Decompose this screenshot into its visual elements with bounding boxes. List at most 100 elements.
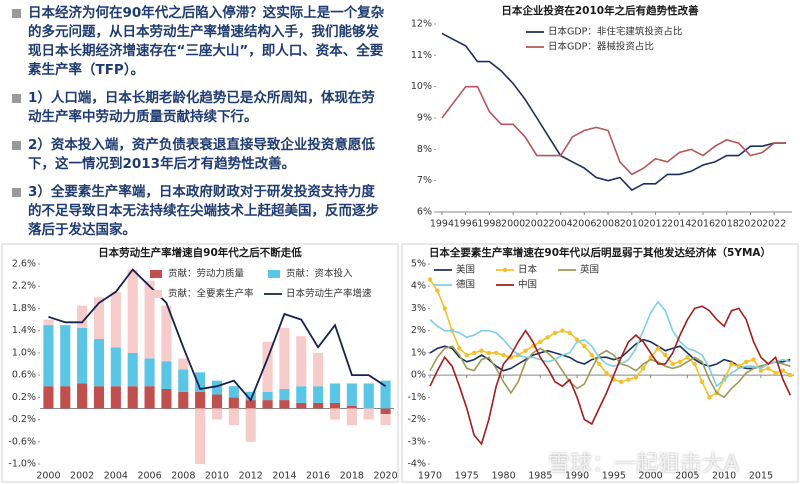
bar-segment xyxy=(329,402,341,409)
bar-segment xyxy=(279,389,290,401)
chart: 日本全要素生产率增速在90年代以后明显弱于其他发达经济体（5YMA） -4% -3%… xyxy=(401,243,799,483)
chart-title: 日本企业投资在2010年之后有趋势性改善 xyxy=(501,4,699,17)
x-tick-label: 2012 xyxy=(643,219,667,230)
bar-segment xyxy=(346,408,357,426)
series-line xyxy=(429,300,791,388)
bar-segment xyxy=(195,408,206,464)
x-tick-label: 2000 xyxy=(36,471,60,482)
chart-title: 日本劳动生产率增速自90年代之后不断走低 xyxy=(98,246,302,259)
y-tick-label: 4% xyxy=(411,281,426,292)
y-tick-label: -1.0% xyxy=(8,459,36,470)
legend-label: 英国 xyxy=(580,264,599,276)
series-line xyxy=(429,279,791,399)
y-tick-label: 1.4% xyxy=(12,325,36,336)
bar-segment xyxy=(77,327,88,384)
y-tick-label: 12% xyxy=(411,19,432,30)
x-tick-label: 2010 xyxy=(205,471,229,482)
y-tick-label: 1.8% xyxy=(12,303,36,314)
legend-swatch xyxy=(268,270,280,278)
bar-segment xyxy=(93,297,105,339)
point xyxy=(699,379,705,384)
y-tick-label: 0.2% xyxy=(12,392,36,403)
y-tick-label: 9% xyxy=(417,113,432,124)
bar-segment xyxy=(245,400,256,409)
bar-segment xyxy=(211,380,223,395)
point xyxy=(655,346,661,351)
legend-label: 日本 xyxy=(518,264,538,276)
bar-segment xyxy=(43,319,54,326)
legend-label: 日本劳动生产率增速 xyxy=(286,288,372,300)
bar-segment xyxy=(178,369,189,392)
legend-label: 贡献：劳动力质量 xyxy=(168,268,245,280)
bar-segment xyxy=(262,391,273,401)
bar-segment xyxy=(77,383,88,409)
bar-segment xyxy=(380,380,391,409)
bar-segment xyxy=(363,383,374,409)
x-tick-label: 2000 xyxy=(501,219,525,230)
bar-segment xyxy=(279,400,290,409)
bar-segment xyxy=(161,361,172,389)
x-tick-label: 2002 xyxy=(525,219,549,230)
point xyxy=(523,348,528,353)
y-tick-label: 8% xyxy=(417,144,432,155)
bullet: 3）全要素生产率端，日本政府财政对于研发投资支持力度的不足导致日本无法持续在尖端… xyxy=(8,183,388,240)
chart: 日本劳动生产率增速自90年代之后不断走低 -1.0% -0.6% -0.2% 0.2% 0… xyxy=(1,243,399,483)
bar-segment xyxy=(110,291,121,348)
legend-label: 中国 xyxy=(518,279,537,291)
legend-marker xyxy=(502,267,508,273)
bar-segment xyxy=(262,341,273,392)
bar-segment xyxy=(228,386,239,398)
x-tick-label: 2016 xyxy=(306,471,330,482)
x-tick-label: 2008 xyxy=(596,219,620,230)
y-tick-label: 2% xyxy=(411,325,426,336)
bar-segment xyxy=(245,391,256,401)
bar-segment xyxy=(313,386,324,403)
point xyxy=(670,361,675,367)
point xyxy=(538,339,543,344)
point xyxy=(596,361,602,367)
bar-segment xyxy=(43,325,54,387)
bar-segment xyxy=(211,394,223,409)
bar-segment xyxy=(144,386,155,409)
point xyxy=(788,372,793,378)
bullet-text: 3）全要素生产率端，日本政府财政对于研发投资支持力度的不足导致日本无法持续在尖端… xyxy=(28,184,379,238)
bar-segment xyxy=(161,389,172,409)
bar-segment xyxy=(43,386,54,409)
bullet-marker xyxy=(12,9,21,18)
bar-segment xyxy=(296,386,307,403)
series-line xyxy=(429,345,791,399)
y-tick-label: 0.6% xyxy=(12,370,36,381)
bar-segment xyxy=(262,400,273,409)
plot-frame xyxy=(401,243,799,483)
bar-segment xyxy=(296,336,307,387)
point xyxy=(729,361,734,367)
bullet-list: 日本经济为何在90年代之后陷入停滞？这实际上是一个复杂的多元问题，从日本劳动生产… xyxy=(8,4,388,249)
bar-segment xyxy=(363,408,374,420)
point xyxy=(493,350,499,356)
x-tick-label: 2014 xyxy=(667,219,691,230)
bar-segment xyxy=(178,358,189,370)
bar-segment xyxy=(60,386,71,409)
y-tick-label: -0.6% xyxy=(8,436,36,447)
x-tick-label: 1996 xyxy=(454,219,478,230)
y-tick-label: 2.2% xyxy=(12,281,36,292)
x-tick-label: 1995 xyxy=(602,471,626,482)
chart-title: 日本全要素生产率增速在90年代以后明显弱于其他发达经济体（5YMA） xyxy=(429,246,771,259)
point xyxy=(663,352,668,358)
bar-segment xyxy=(110,386,121,409)
bar-segment xyxy=(77,305,88,328)
y-tick-label: 11% xyxy=(411,50,432,61)
point xyxy=(464,352,469,358)
bar-segment xyxy=(296,402,307,409)
bar-segment xyxy=(313,402,324,409)
y-tick-label: -2% xyxy=(408,414,427,425)
x-tick-label: 2018 xyxy=(715,219,739,230)
point xyxy=(479,348,484,353)
x-tick-label: 2016 xyxy=(691,219,715,230)
y-tick-label: 5% xyxy=(411,259,426,270)
bullet: 日本经济为何在90年代之后陷入停滞？这实际上是一个复杂的多元问题，从日本劳动生产… xyxy=(8,4,388,80)
bar-segment xyxy=(161,305,172,362)
point xyxy=(766,366,771,371)
bar-segment xyxy=(346,383,357,406)
